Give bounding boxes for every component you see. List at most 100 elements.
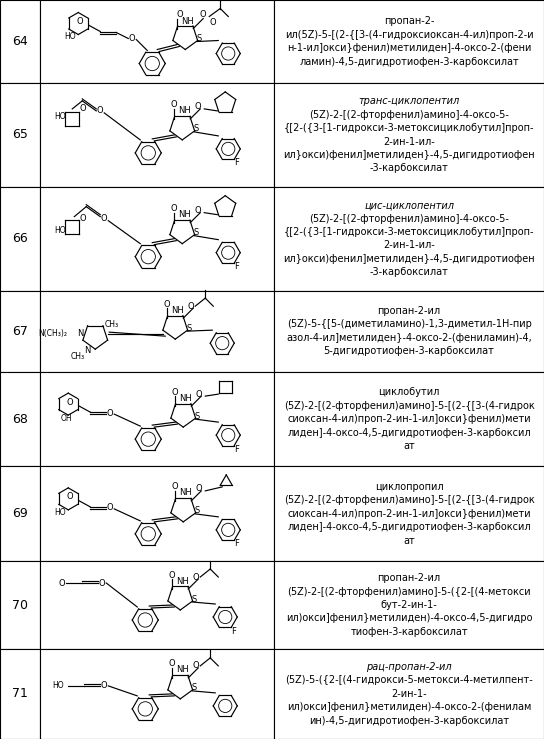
Text: -3-карбоксилат: -3-карбоксилат [370, 268, 448, 277]
Text: HO: HO [52, 681, 64, 690]
Text: O: O [129, 34, 135, 43]
Text: лиден]-4-оксо-4,5-дигидротиофен-3-карбоксил: лиден]-4-оксо-4,5-дигидротиофен-3-карбок… [287, 522, 531, 532]
Bar [274, 83, 544, 187]
Text: O: O [169, 659, 176, 668]
Text: O: O [188, 302, 195, 310]
Bar [40, 466, 274, 561]
Text: O: O [107, 503, 114, 512]
Text: F: F [231, 627, 236, 636]
Text: NH: NH [181, 17, 194, 26]
Text: O: O [172, 483, 178, 491]
Text: 68: 68 [12, 412, 28, 426]
Text: ил)окси]фенил}метилиден)-4-оксо-2-(фенилам: ил)окси]фенил}метилиден)-4-оксо-2-(фенил… [287, 702, 531, 712]
Text: O: O [97, 106, 103, 115]
Text: ин)-4,5-дигидротиофен-3-карбоксилат: ин)-4,5-дигидротиофен-3-карбоксилат [309, 715, 509, 726]
Text: ил}окси)фенил]метилиден}-4,5-дигидротиофен: ил}окси)фенил]метилиден}-4,5-дигидротиоф… [283, 253, 535, 264]
Bar [0, 466, 40, 561]
Text: бут-2-ин-1-: бут-2-ин-1- [381, 600, 437, 610]
Text: O: O [107, 409, 114, 418]
Bar [40, 372, 274, 466]
Text: N: N [84, 346, 90, 355]
Text: O: O [67, 492, 73, 501]
Text: тиофен-3-карбоксилат: тиофен-3-карбоксилат [350, 627, 468, 637]
Text: F: F [234, 445, 239, 454]
Text: азол-4-ил]метилиден}-4-оксо-2-(фениламин)-4,: азол-4-ил]метилиден}-4-оксо-2-(фениламин… [286, 333, 532, 343]
Text: NH: NH [176, 665, 189, 675]
Text: N(CH₃)₂: N(CH₃)₂ [38, 329, 67, 338]
Text: циклобутил: циклобутил [379, 387, 440, 398]
Text: 66: 66 [13, 232, 28, 245]
Bar [0, 649, 40, 739]
Text: O: O [193, 573, 200, 582]
Text: S: S [191, 594, 197, 604]
Text: S: S [196, 34, 202, 43]
Text: 71: 71 [12, 687, 28, 701]
Text: ламин)-4,5-дигидротиофен-3-карбоксилат: ламин)-4,5-дигидротиофен-3-карбоксилат [299, 57, 519, 67]
Bar [274, 372, 544, 466]
Text: ил(5Z)-5-[(2-{[3-(4-гидроксиоксан-4-ил)проп-2-и: ил(5Z)-5-[(2-{[3-(4-гидроксиоксан-4-ил)п… [285, 30, 534, 40]
Text: (5Z)-2-[(2-фторфенил)амино]-4-оксо-5-: (5Z)-2-[(2-фторфенил)амино]-4-оксо-5- [309, 214, 509, 223]
Text: (5Z)-2-[(2-фторфенил)амино]-4-оксо-5-: (5Z)-2-[(2-фторфенил)амино]-4-оксо-5- [309, 110, 509, 120]
Text: ил)окси]фенил}метилиден)-4-оксо-4,5-дигидро: ил)окси]фенил}метилиден)-4-оксо-4,5-диги… [286, 613, 533, 624]
Text: S: S [191, 684, 197, 692]
Text: F: F [234, 262, 239, 271]
Bar [40, 187, 274, 290]
Bar [40, 290, 274, 372]
Text: O: O [177, 10, 183, 19]
Text: NH: NH [176, 576, 189, 585]
Text: NH: NH [179, 394, 191, 403]
Text: F: F [234, 158, 239, 168]
Text: O: O [171, 204, 177, 213]
Text: CH₃: CH₃ [70, 352, 84, 361]
Text: S: S [195, 412, 200, 420]
Text: O: O [172, 388, 178, 397]
Text: 5-дигидротиофен-3-карбоксилат: 5-дигидротиофен-3-карбоксилат [324, 347, 494, 356]
Text: O: O [196, 484, 202, 494]
Text: 2-ин-1-ил-: 2-ин-1-ил- [383, 240, 435, 251]
Text: (5Z)-2-[(2-фторфенил)амино]-5-[(2-{[3-(4-гидрок: (5Z)-2-[(2-фторфенил)амино]-5-[(2-{[3-(4… [284, 495, 534, 505]
Text: S: S [194, 228, 199, 237]
Text: O: O [99, 579, 106, 588]
Text: HO: HO [65, 32, 76, 41]
Text: 64: 64 [13, 35, 28, 48]
Bar [274, 466, 544, 561]
Text: O: O [195, 206, 202, 215]
Bar [274, 290, 544, 372]
Bar [0, 0, 40, 83]
Text: NH: NH [179, 488, 191, 497]
Text: ил}окси)фенил]метилиден}-4,5-дигидротиофен: ил}окси)фенил]метилиден}-4,5-дигидротиоф… [283, 150, 535, 160]
Text: н-1-ил]окси}фенил)метилиден]-4-оксо-2-(фени: н-1-ил]окси}фенил)метилиден]-4-оксо-2-(ф… [287, 43, 531, 53]
Text: (5Z)-5-{[5-(диметиламино)-1,3-диметил-1H-пир: (5Z)-5-{[5-(диметиламино)-1,3-диметил-1H… [287, 319, 531, 330]
Text: O: O [59, 579, 66, 588]
Text: HO: HO [54, 226, 66, 235]
Text: O: O [196, 389, 202, 398]
Text: транс-циклопентил: транс-циклопентил [358, 96, 460, 106]
Text: -3-карбоксилат: -3-карбоксилат [370, 163, 448, 174]
Text: пропан-2-: пропан-2- [384, 16, 434, 27]
Bar [274, 187, 544, 290]
Bar [0, 561, 40, 649]
Bar [40, 561, 274, 649]
Text: 70: 70 [12, 599, 28, 611]
Bar [274, 0, 544, 83]
Text: CH₃: CH₃ [104, 320, 118, 329]
Text: O: O [193, 661, 200, 670]
Text: O: O [171, 101, 177, 109]
Bar [0, 290, 40, 372]
Bar [0, 187, 40, 290]
Bar [274, 649, 544, 739]
Text: F: F [234, 539, 239, 548]
Text: O: O [77, 17, 84, 26]
Text: N: N [77, 329, 83, 338]
Text: S: S [194, 124, 199, 134]
Bar [0, 372, 40, 466]
Text: HO: HO [54, 508, 66, 517]
Text: цис-циклопентил: цис-циклопентил [364, 200, 454, 210]
Bar [40, 649, 274, 739]
Text: (5Z)-2-[(2-фторфенил)амино]-5-({2-[(4-метокси: (5Z)-2-[(2-фторфенил)амино]-5-({2-[(4-ме… [287, 587, 531, 596]
Bar [274, 561, 544, 649]
Text: NH: NH [171, 306, 184, 315]
Text: сиоксан-4-ил)проп-2-ин-1-ил]окси}фенил)мети: сиоксан-4-ил)проп-2-ин-1-ил]окси}фенил)м… [287, 509, 531, 519]
Text: O: O [169, 571, 176, 579]
Text: {[2-({3-[1-гидрокси-3-метоксициклобутил]проп-: {[2-({3-[1-гидрокси-3-метоксициклобутил]… [284, 123, 534, 133]
